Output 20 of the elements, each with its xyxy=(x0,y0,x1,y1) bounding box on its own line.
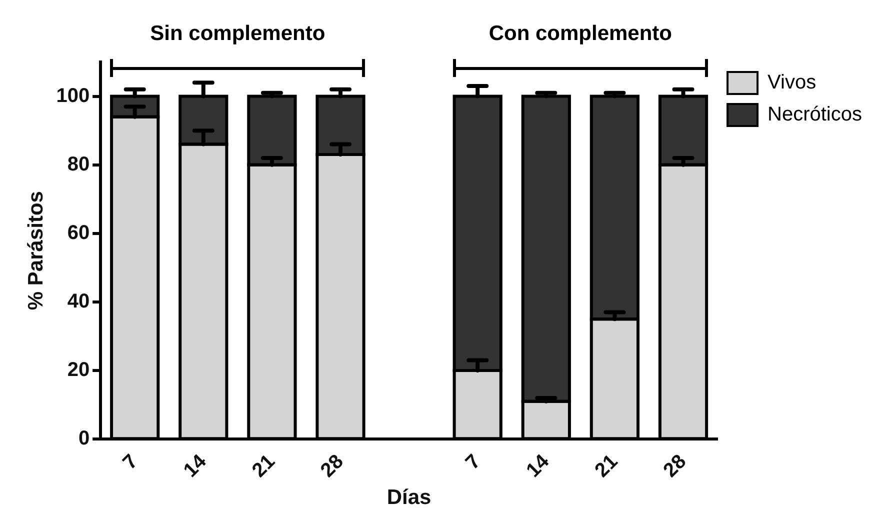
x-tick-label: 28 xyxy=(659,450,691,482)
y-axis-title: % Parásitos xyxy=(24,191,48,310)
y-tick-label: 0 xyxy=(78,428,90,450)
x-tick-label: 21 xyxy=(248,450,280,482)
text: Sin complemento xyxy=(150,22,326,45)
legend-label: Necróticos xyxy=(768,104,862,126)
x-tick-label: 21 xyxy=(590,450,622,482)
x-tick-label: 7 xyxy=(462,450,486,474)
x-tick-label: 28 xyxy=(316,450,348,482)
x-axis-title: Días xyxy=(386,486,432,510)
y-tick-label: 40 xyxy=(67,290,90,312)
y-tick-label: 100 xyxy=(56,84,90,107)
y-tick-label: 60 xyxy=(67,222,90,244)
x-tick-label: 7 xyxy=(118,450,142,474)
x-tick-label: 14 xyxy=(522,450,554,482)
y-tick-label: 20 xyxy=(67,359,90,382)
y-tick-label: 80 xyxy=(67,153,90,176)
text: Con complemento xyxy=(488,22,672,45)
x-tick-label: 14 xyxy=(180,450,212,482)
legend-label: Vivos xyxy=(768,72,816,94)
